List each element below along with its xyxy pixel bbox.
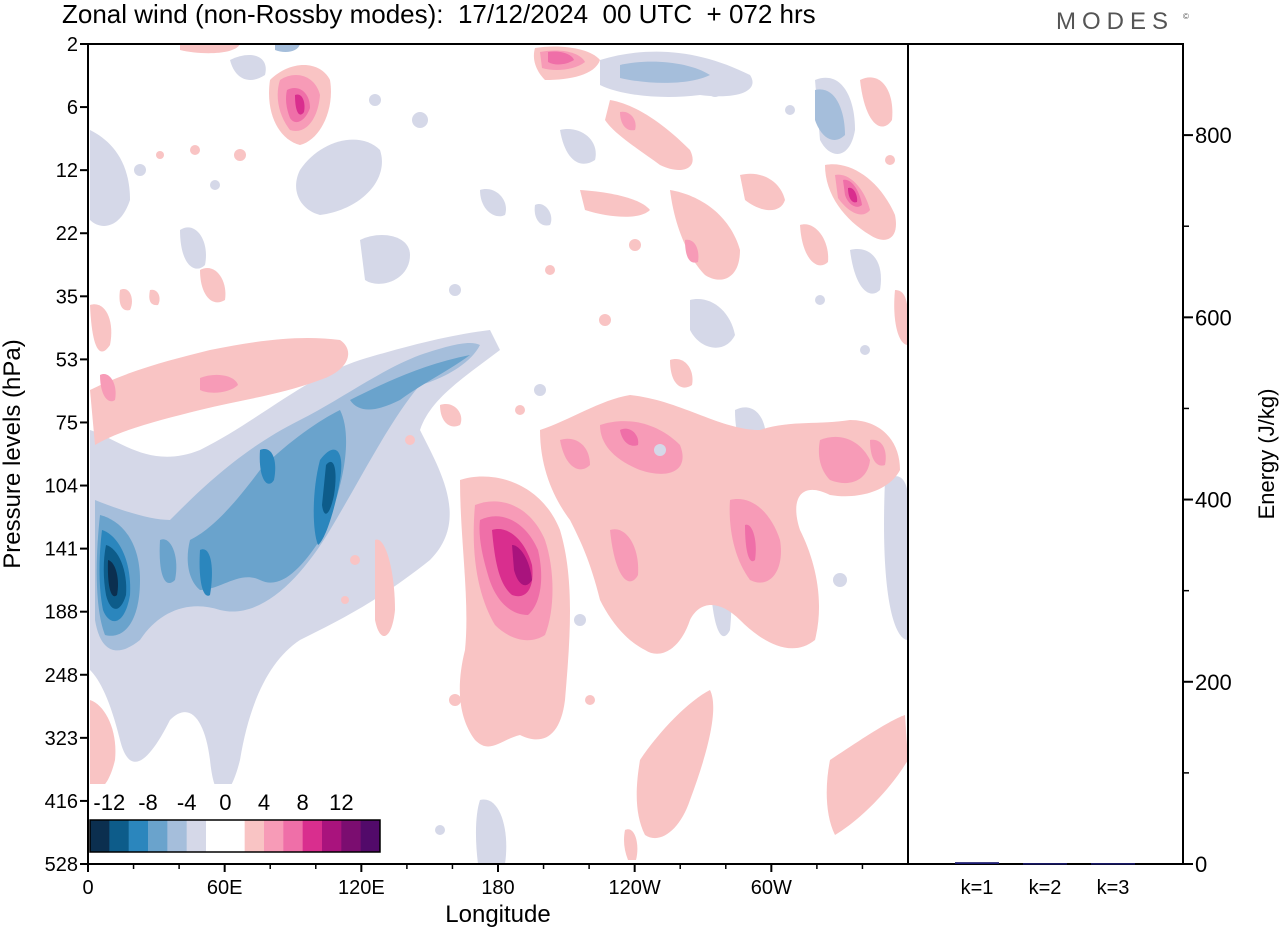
colorbar-swatch [225, 820, 246, 852]
y-tick-label: 35 [56, 286, 78, 308]
energy-bar [1023, 863, 1067, 865]
y-tick-label: 22 [56, 223, 78, 245]
colorbar-swatch [206, 820, 226, 852]
y-tick-label: 188 [45, 602, 78, 624]
y-tick-label: 75 [56, 412, 78, 434]
energy-category-label: k=1 [961, 877, 994, 899]
y-tick-label: 12 [56, 160, 78, 182]
colorbar-swatch [341, 820, 362, 852]
contour-field [88, 44, 908, 864]
colorbar-label: 0 [219, 790, 231, 815]
y-tick-label: 416 [45, 791, 78, 813]
y-tick-label: 141 [45, 539, 78, 561]
colorbar-swatch [283, 820, 304, 852]
y-tick-label: 2 [67, 34, 78, 56]
copyright-mark: © [1183, 12, 1189, 21]
colorbar-label: -8 [138, 790, 158, 815]
energy-bar [1091, 863, 1135, 865]
y-tick-label: 104 [45, 476, 78, 498]
energy-category-label: k=3 [1097, 877, 1130, 899]
colorbar-swatch [186, 820, 207, 852]
energy-tick-label: 800 [1195, 123, 1232, 148]
y-tick-label: 248 [45, 665, 78, 687]
colorbar-swatch [90, 820, 110, 852]
colorbar-swatch [128, 820, 149, 852]
chart-title: Zonal wind (non-Rossby modes): 17/12/202… [62, 0, 816, 29]
y-tick-label: 53 [56, 349, 78, 371]
energy-tick-label: 400 [1195, 488, 1232, 513]
x-tick-label: 0 [82, 877, 93, 899]
x-tick-label: 60E [207, 877, 243, 899]
y-axis-label: Pressure levels (hPa) [0, 339, 26, 568]
y-tick-label: 6 [67, 97, 78, 119]
colorbar-swatch [264, 820, 284, 852]
colorbar-label: -12 [93, 790, 125, 815]
colorbar-swatch [302, 820, 323, 852]
modes-logo: MODES [1056, 8, 1175, 35]
x-tick-label: 180 [481, 877, 514, 899]
colorbar-swatch [360, 820, 381, 852]
x-axis-label: Longitude [445, 901, 550, 928]
energy-tick-label: 600 [1195, 305, 1232, 330]
energy-category-label: k=2 [1029, 877, 1062, 899]
energy-tick-label: 0 [1195, 852, 1207, 877]
colorbar-label: 4 [258, 790, 270, 815]
energy-panel-frame [907, 43, 1184, 865]
energy-axis-label: Energy (J/kg) [1254, 389, 1279, 520]
x-tick-label: 120E [338, 877, 385, 899]
y-tick-label: 528 [45, 854, 78, 876]
colorbar-swatch [167, 820, 188, 852]
y-tick-label: 323 [45, 728, 78, 750]
x-tick-label: 120W [609, 877, 661, 899]
colorbar-swatch [109, 820, 130, 852]
colorbar-swatch [148, 820, 168, 852]
colorbar-swatch [244, 820, 265, 852]
x-tick-label: 60W [751, 877, 792, 899]
colorbar-label: -4 [177, 790, 197, 815]
colorbar-swatch [322, 820, 342, 852]
colorbar-label: 12 [329, 790, 353, 815]
colorbar-label: 8 [297, 790, 309, 815]
colorbar-frame [89, 819, 381, 853]
energy-tick-label: 200 [1195, 670, 1232, 695]
energy-bar [955, 862, 999, 864]
